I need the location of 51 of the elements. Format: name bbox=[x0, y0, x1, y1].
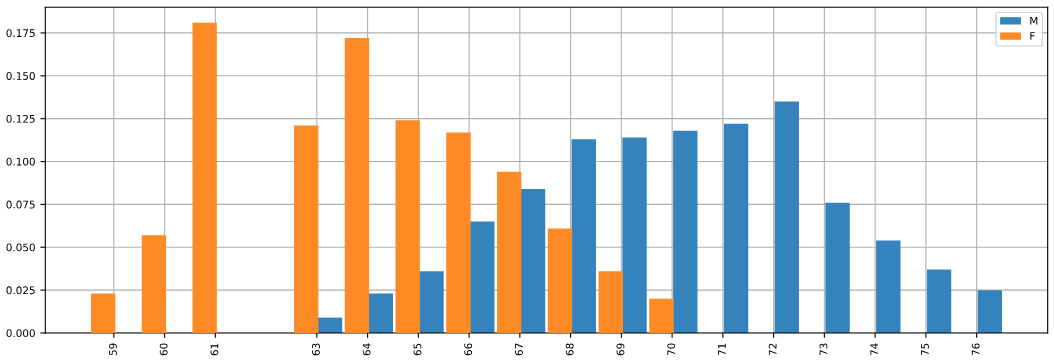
x-tick-label: 73 bbox=[819, 343, 828, 356]
x-tick-label: 61 bbox=[210, 343, 219, 356]
y-tick-label: 0.100 bbox=[6, 157, 35, 166]
y-tick-label: 0.075 bbox=[6, 200, 35, 209]
bar bbox=[649, 298, 674, 333]
bar bbox=[571, 139, 596, 333]
bar bbox=[419, 271, 444, 333]
bar bbox=[622, 137, 647, 333]
x-tick-label: 71 bbox=[718, 343, 726, 356]
y-tick-label: 0.050 bbox=[6, 243, 35, 252]
bar bbox=[446, 132, 471, 333]
x-tick-label: 74 bbox=[870, 343, 878, 356]
bar bbox=[673, 130, 698, 333]
x-tick-label: 70 bbox=[667, 343, 676, 356]
bar bbox=[344, 38, 370, 333]
bar bbox=[723, 123, 749, 333]
x-tick-label: 65 bbox=[413, 343, 422, 356]
bar bbox=[547, 228, 573, 333]
bar bbox=[926, 269, 952, 333]
x-tick-label: 68 bbox=[565, 343, 574, 356]
x-tick-label: 66 bbox=[464, 343, 473, 356]
bar bbox=[876, 240, 901, 333]
x-tick-label: 76 bbox=[971, 343, 980, 356]
x-tick-label: 60 bbox=[159, 343, 168, 356]
x-tick-label: 63 bbox=[311, 343, 320, 356]
x-tick-label: 59 bbox=[108, 343, 117, 356]
x-tick-label: 72 bbox=[768, 343, 777, 356]
y-tick-label: 0.000 bbox=[6, 329, 35, 338]
x-tick-label: 75 bbox=[921, 343, 929, 356]
bar bbox=[520, 188, 546, 333]
bar bbox=[774, 101, 799, 333]
bar bbox=[470, 221, 495, 333]
bar bbox=[141, 235, 167, 333]
x-tick-label: 69 bbox=[616, 343, 625, 356]
legend-label: M bbox=[1030, 16, 1038, 25]
y-tick-label: 0.125 bbox=[6, 114, 35, 123]
legend-label: F bbox=[1030, 32, 1035, 40]
y-tick-label: 0.175 bbox=[6, 29, 35, 38]
y-tick-label: 0.150 bbox=[6, 72, 35, 80]
bar bbox=[91, 293, 116, 333]
bar bbox=[368, 293, 393, 333]
x-tick-label: 67 bbox=[515, 343, 523, 356]
bar bbox=[825, 202, 850, 333]
bar bbox=[192, 22, 217, 333]
bar bbox=[977, 290, 1002, 333]
bar bbox=[294, 125, 319, 333]
bar bbox=[497, 171, 522, 333]
x-tick-label: 64 bbox=[362, 343, 371, 356]
bar bbox=[395, 120, 420, 333]
bar bbox=[598, 271, 623, 333]
y-tick-label: 0.025 bbox=[6, 286, 35, 295]
